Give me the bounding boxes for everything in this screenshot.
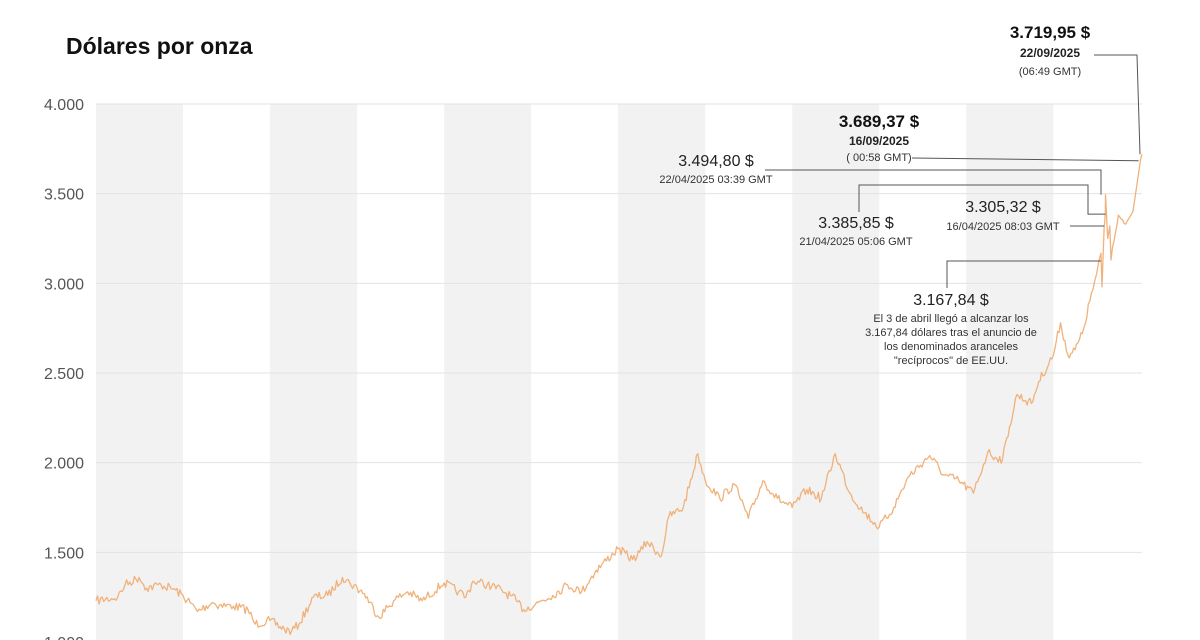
y-tick-label: 3.500 — [44, 187, 84, 204]
y-tick-label: 1.500 — [44, 545, 84, 562]
annotation-apr22-detail: 22/04/2025 03:39 GMT — [659, 174, 772, 186]
annotations: 3.719,95 $ 22/09/2025 (06:49 GMT) 3.689,37 … — [659, 23, 1141, 367]
y-tick-label: 2.000 — [44, 456, 84, 473]
annotation-max-time: (06:49 GMT) — [1019, 66, 1081, 78]
year-band — [444, 104, 532, 640]
series-group — [95, 154, 1143, 636]
series-line — [95, 154, 1143, 636]
year-bands — [96, 104, 1054, 640]
annotation-apr3-leader — [946, 260, 1102, 288]
chart-title: Dólares por onza — [66, 33, 253, 59]
year-band — [96, 104, 183, 640]
annotation-sep16-time: ( 00:58 GMT) — [846, 152, 911, 164]
annotation-apr21-detail: 21/04/2025 05:06 GMT — [799, 236, 912, 248]
annotation-apr22-value: 3.494,80 $ — [678, 153, 754, 170]
annotation-apr3-note-line: "recíprocos" de EE.UU. — [894, 355, 1008, 367]
annotation-apr16-value: 3.305,32 $ — [965, 199, 1041, 216]
gridlines — [96, 103, 1142, 553]
y-tick-label: 1.000 — [44, 635, 84, 640]
y-axis-ticks: 1.000 1.500 2.000 2.500 3.000 3.500 4.000 — [44, 97, 84, 640]
annotation-sep16-date: 16/09/2025 — [849, 134, 909, 148]
annotation-max-leader — [1094, 54, 1141, 155]
annotation-apr21-leader — [858, 184, 1106, 215]
annotation-apr21-value: 3.385,85 $ — [818, 215, 894, 232]
y-tick-label: 2.500 — [44, 366, 84, 383]
annotation-sep16-value: 3.689,37 $ — [839, 112, 920, 131]
annotation-apr3-note-line: los denominados aranceles — [884, 341, 1018, 353]
year-band — [269, 104, 358, 640]
annotation-apr16-detail: 16/04/2025 08:03 GMT — [946, 221, 1059, 233]
annotation-apr22-leader — [765, 169, 1102, 195]
annotation-apr3-note-line: 3.167,84 dólares tras el anuncio de — [865, 327, 1037, 339]
y-tick-label: 4.000 — [44, 97, 84, 114]
year-band — [966, 104, 1054, 640]
annotation-sep16-leader — [911, 157, 1139, 162]
annotation-max-date: 22/09/2025 — [1020, 46, 1080, 60]
year-band — [792, 104, 880, 640]
annotation-apr3-value: 3.167,84 $ — [913, 292, 989, 309]
annotation-apr3-note-line: El 3 de abril llegó a alcanzar los — [873, 313, 1029, 325]
annotation-max-value: 3.719,95 $ — [1010, 23, 1091, 42]
y-tick-label: 3.000 — [44, 276, 84, 293]
